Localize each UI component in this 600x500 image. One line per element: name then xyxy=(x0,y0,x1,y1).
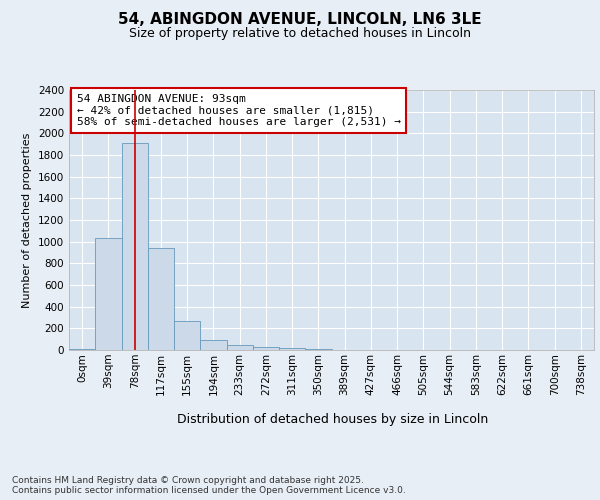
Text: Size of property relative to detached houses in Lincoln: Size of property relative to detached ho… xyxy=(129,28,471,40)
Bar xyxy=(121,143,148,350)
Bar xyxy=(95,238,121,350)
Text: 54 ABINGDON AVENUE: 93sqm
← 42% of detached houses are smaller (1,815)
58% of se: 54 ABINGDON AVENUE: 93sqm ← 42% of detac… xyxy=(77,94,401,127)
Text: 54, ABINGDON AVENUE, LINCOLN, LN6 3LE: 54, ABINGDON AVENUE, LINCOLN, LN6 3LE xyxy=(118,12,482,28)
Text: Contains HM Land Registry data © Crown copyright and database right 2025.
Contai: Contains HM Land Registry data © Crown c… xyxy=(12,476,406,495)
Bar xyxy=(148,248,174,350)
Bar xyxy=(279,348,305,350)
Bar xyxy=(227,344,253,350)
Text: Distribution of detached houses by size in Lincoln: Distribution of detached houses by size … xyxy=(178,412,488,426)
Bar xyxy=(253,348,279,350)
Bar xyxy=(200,340,227,350)
Y-axis label: Number of detached properties: Number of detached properties xyxy=(22,132,32,308)
Bar xyxy=(174,321,200,350)
Bar xyxy=(69,349,95,350)
